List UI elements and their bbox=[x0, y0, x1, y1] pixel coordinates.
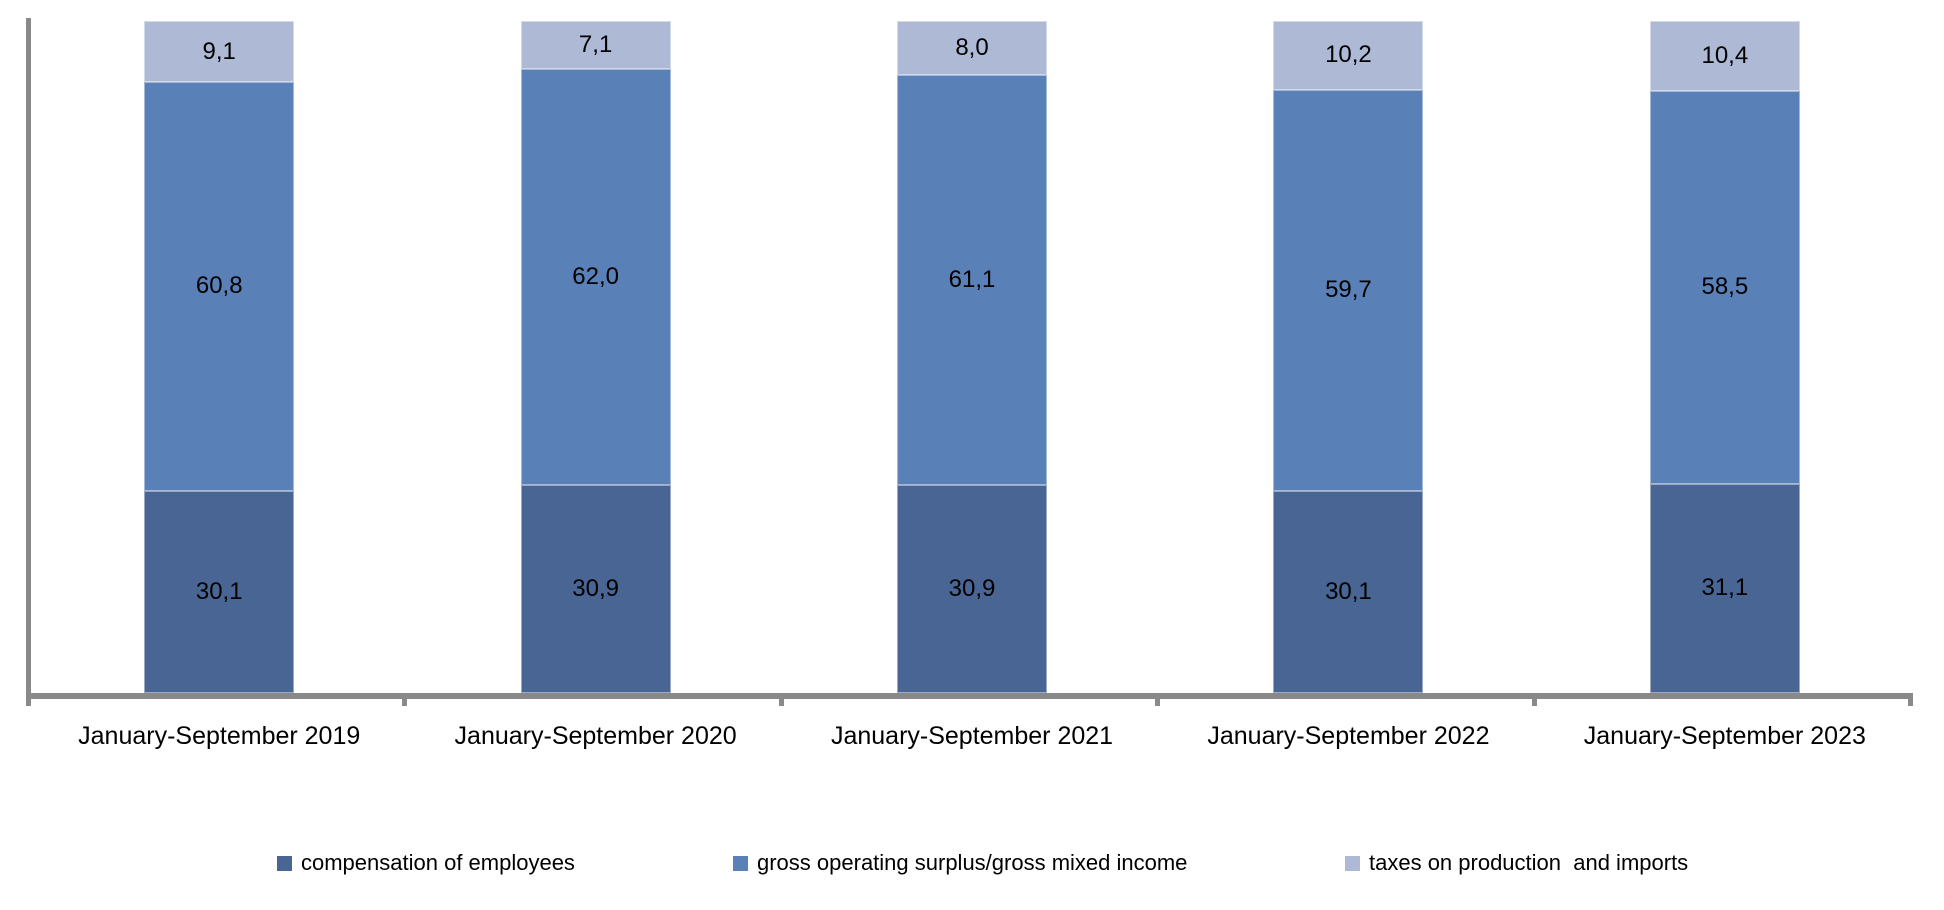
value-label: 61,1 bbox=[948, 266, 996, 294]
category-cell: 10,2 59,7 30,1 bbox=[1160, 21, 1536, 693]
value-label: 62,0 bbox=[572, 263, 619, 291]
category-label: January-September 2021 bbox=[830, 722, 1114, 750]
value-label: 30,1 bbox=[1325, 577, 1372, 605]
legend-item-taxes-on-production-and-imports: taxes on production and imports bbox=[1345, 849, 1688, 877]
x-axis-tick bbox=[1908, 693, 1913, 706]
legend-swatch-taxes-on-production-and-imports bbox=[1345, 855, 1360, 871]
segment-compensation-of-employees: 30,9 bbox=[897, 485, 1048, 693]
x-axis-tick bbox=[779, 693, 784, 706]
category-cell: 8,0 61,1 30,9 bbox=[784, 21, 1160, 693]
segment-gross-operating-surplus: 60,8 bbox=[144, 82, 295, 491]
x-axis-tick bbox=[402, 693, 407, 706]
value-label: 59,7 bbox=[1325, 276, 1372, 304]
category-label: January-September 2023 bbox=[1583, 722, 1866, 750]
category-label: January-September 2019 bbox=[78, 722, 361, 750]
segment-taxes-on-production-and-imports: 10,2 bbox=[1273, 21, 1424, 90]
value-label: 31,1 bbox=[1701, 574, 1749, 602]
category-cell: 7,1 62,0 30,9 bbox=[407, 21, 783, 693]
legend-item-compensation-of-employees: compensation of employees bbox=[277, 849, 575, 877]
segment-taxes-on-production-and-imports: 9,1 bbox=[144, 21, 295, 83]
x-axis-ticks bbox=[26, 693, 1913, 706]
x-axis-tick bbox=[1155, 693, 1160, 706]
value-label: 8,0 bbox=[955, 33, 989, 61]
stacked-bar: 10,4 58,5 31,1 bbox=[1649, 21, 1800, 693]
segment-compensation-of-employees: 30,1 bbox=[1273, 490, 1424, 693]
value-label: 7,1 bbox=[578, 30, 613, 58]
value-label: 9,1 bbox=[202, 37, 236, 65]
y-axis-line bbox=[26, 18, 31, 706]
stacked-bar: 10,2 59,7 30,1 bbox=[1273, 21, 1424, 693]
legend-label-taxes-on-production-and-imports: taxes on production and imports bbox=[1369, 850, 1689, 875]
plot-area: 9,1 60,8 30,1 7,1 62,0 30,9 8,0 61,1 30,9 10,2 59,… bbox=[31, 21, 1913, 693]
category-cell: 9,1 60,8 30,1 bbox=[31, 21, 407, 693]
stacked-bar: 9,1 60,8 30,1 bbox=[144, 21, 295, 693]
legend-swatch-compensation-of-employees bbox=[277, 855, 292, 871]
segment-taxes-on-production-and-imports: 10,4 bbox=[1649, 21, 1800, 91]
value-label: 30,9 bbox=[948, 575, 996, 603]
segment-gross-operating-surplus: 58,5 bbox=[1649, 90, 1800, 484]
value-label: 60,8 bbox=[195, 272, 243, 300]
stacked-bar: 8,0 61,1 30,9 bbox=[897, 21, 1048, 693]
segment-taxes-on-production-and-imports: 8,0 bbox=[897, 21, 1048, 75]
legend-item-gross-operating-surplus: gross operating surplus/gross mixed inco… bbox=[733, 849, 1187, 877]
segment-gross-operating-surplus: 61,1 bbox=[897, 74, 1048, 486]
value-label: 10,2 bbox=[1325, 41, 1372, 69]
x-axis-line bbox=[26, 693, 1913, 699]
value-label: 10,4 bbox=[1701, 41, 1749, 69]
value-label: 30,9 bbox=[572, 575, 619, 603]
segment-gross-operating-surplus: 62,0 bbox=[520, 68, 671, 486]
segment-gross-operating-surplus: 59,7 bbox=[1273, 89, 1424, 491]
legend-swatch-gross-operating-surplus bbox=[733, 855, 748, 871]
segment-taxes-on-production-and-imports: 7,1 bbox=[520, 21, 671, 69]
value-label: 58,5 bbox=[1701, 273, 1749, 301]
legend-label-gross-operating-surplus: gross operating surplus/gross mixed inco… bbox=[757, 850, 1188, 875]
category-label: January-September 2020 bbox=[454, 722, 737, 750]
segment-compensation-of-employees: 30,9 bbox=[520, 485, 671, 693]
legend-label-compensation-of-employees: compensation of employees bbox=[301, 850, 575, 875]
value-label: 30,1 bbox=[195, 577, 243, 605]
category-cell: 10,4 58,5 31,1 bbox=[1537, 21, 1913, 693]
segment-compensation-of-employees: 30,1 bbox=[144, 490, 295, 693]
category-label: January-September 2022 bbox=[1207, 722, 1490, 750]
stacked-bar: 7,1 62,0 30,9 bbox=[520, 21, 671, 693]
x-axis-tick bbox=[1532, 693, 1537, 706]
category-axis-labels: January-September 2019 January-September … bbox=[31, 722, 1913, 751]
segment-compensation-of-employees: 31,1 bbox=[1649, 483, 1800, 693]
x-axis-tick bbox=[26, 693, 31, 706]
